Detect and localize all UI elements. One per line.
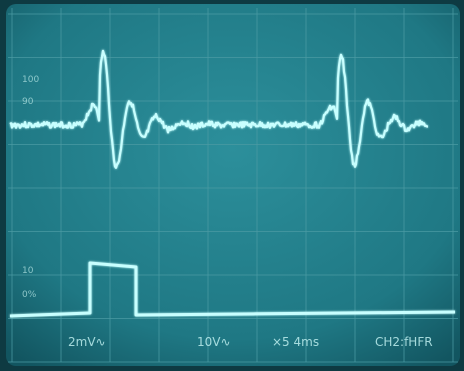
scale-label: 90 bbox=[22, 97, 34, 107]
scale-label: 0% bbox=[22, 290, 37, 300]
scale-label: 10 bbox=[22, 266, 34, 276]
readout-mode: CH2:fHFR bbox=[375, 335, 433, 349]
scale-label: 100 bbox=[22, 75, 39, 85]
readout-ch2: 10V∿ bbox=[197, 335, 231, 349]
oscilloscope-photo: 100 90 10 0% 2mV∿ 10V∿ ×5 4ms CH2:fHFR bbox=[0, 0, 464, 371]
readout-ch1: 2mV∿ bbox=[68, 335, 106, 349]
readout-time: ×5 4ms bbox=[272, 335, 319, 349]
